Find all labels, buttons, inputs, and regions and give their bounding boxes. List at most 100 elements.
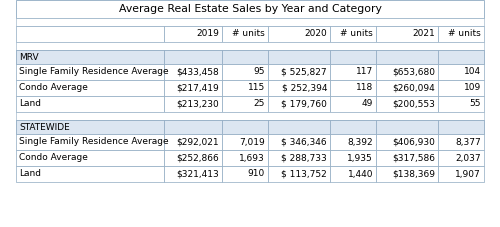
Bar bbox=[438, 120, 484, 134]
Text: Single Family Residence Average: Single Family Residence Average bbox=[19, 67, 169, 76]
Bar bbox=[164, 166, 222, 182]
Text: $ 113,752: $ 113,752 bbox=[281, 170, 327, 178]
Text: $217,419: $217,419 bbox=[176, 84, 219, 92]
Text: 1,935: 1,935 bbox=[347, 153, 373, 163]
Bar bbox=[164, 120, 222, 134]
Text: # units: # units bbox=[232, 30, 265, 39]
Text: 2019: 2019 bbox=[196, 30, 219, 39]
Text: 7,019: 7,019 bbox=[240, 138, 265, 146]
Bar bbox=[376, 80, 438, 96]
Text: Condo Average: Condo Average bbox=[19, 153, 88, 163]
Text: $ 179,760: $ 179,760 bbox=[281, 99, 327, 109]
Text: $ 346,346: $ 346,346 bbox=[282, 138, 327, 146]
Bar bbox=[438, 80, 484, 96]
Bar bbox=[16, 50, 164, 64]
Bar bbox=[438, 166, 484, 182]
Bar bbox=[16, 64, 164, 80]
Bar bbox=[330, 64, 376, 80]
Bar bbox=[222, 96, 268, 112]
Bar bbox=[164, 96, 222, 112]
Bar bbox=[438, 134, 484, 150]
Bar bbox=[164, 134, 222, 150]
Text: 55: 55 bbox=[470, 99, 481, 109]
Text: MRV: MRV bbox=[19, 52, 38, 62]
Text: Land: Land bbox=[19, 170, 41, 178]
Bar bbox=[222, 80, 268, 96]
Bar bbox=[16, 96, 164, 112]
Text: $213,230: $213,230 bbox=[176, 99, 219, 109]
Text: $292,021: $292,021 bbox=[176, 138, 219, 146]
Bar bbox=[222, 166, 268, 182]
Text: 118: 118 bbox=[356, 84, 373, 92]
Text: Condo Average: Condo Average bbox=[19, 84, 88, 92]
Text: 115: 115 bbox=[248, 84, 265, 92]
Text: $252,866: $252,866 bbox=[176, 153, 219, 163]
Text: 117: 117 bbox=[356, 67, 373, 76]
Bar bbox=[376, 150, 438, 166]
Text: $ 252,394: $ 252,394 bbox=[282, 84, 327, 92]
Bar bbox=[164, 50, 222, 64]
Bar bbox=[438, 50, 484, 64]
Text: 49: 49 bbox=[362, 99, 373, 109]
Text: $138,369: $138,369 bbox=[392, 170, 435, 178]
Bar bbox=[438, 96, 484, 112]
Text: 109: 109 bbox=[464, 84, 481, 92]
Text: $321,413: $321,413 bbox=[176, 170, 219, 178]
Bar bbox=[164, 64, 222, 80]
Bar bbox=[16, 18, 484, 26]
Text: 910: 910 bbox=[248, 170, 265, 178]
Text: Land: Land bbox=[19, 99, 41, 109]
Bar bbox=[268, 134, 330, 150]
Text: 1,907: 1,907 bbox=[455, 170, 481, 178]
Bar bbox=[330, 96, 376, 112]
Text: 95: 95 bbox=[254, 67, 265, 76]
Bar bbox=[376, 134, 438, 150]
Bar bbox=[222, 50, 268, 64]
Text: 1,693: 1,693 bbox=[240, 153, 265, 163]
Bar bbox=[164, 26, 222, 42]
Text: $406,930: $406,930 bbox=[392, 138, 435, 146]
Bar bbox=[222, 120, 268, 134]
Bar bbox=[268, 80, 330, 96]
Bar bbox=[330, 120, 376, 134]
Text: Single Family Residence Average: Single Family Residence Average bbox=[19, 138, 169, 146]
Bar bbox=[222, 150, 268, 166]
Bar bbox=[222, 64, 268, 80]
Bar bbox=[222, 134, 268, 150]
Bar bbox=[16, 120, 164, 134]
Bar bbox=[330, 134, 376, 150]
Bar bbox=[16, 120, 484, 134]
Text: STATEWIDE: STATEWIDE bbox=[19, 123, 70, 131]
Bar bbox=[16, 80, 164, 96]
Text: 2021: 2021 bbox=[412, 30, 435, 39]
Bar bbox=[268, 26, 330, 42]
Bar bbox=[330, 166, 376, 182]
Text: $317,586: $317,586 bbox=[392, 153, 435, 163]
Text: # units: # units bbox=[340, 30, 373, 39]
Text: 8,377: 8,377 bbox=[455, 138, 481, 146]
Bar bbox=[376, 120, 438, 134]
Bar bbox=[16, 150, 164, 166]
Bar bbox=[164, 150, 222, 166]
Bar bbox=[222, 26, 268, 42]
Text: $ 525,827: $ 525,827 bbox=[282, 67, 327, 76]
Text: 2,037: 2,037 bbox=[456, 153, 481, 163]
Bar bbox=[376, 50, 438, 64]
Text: $653,680: $653,680 bbox=[392, 67, 435, 76]
Bar bbox=[16, 26, 164, 42]
Text: 104: 104 bbox=[464, 67, 481, 76]
Bar bbox=[268, 64, 330, 80]
Bar bbox=[16, 134, 164, 150]
Text: $200,553: $200,553 bbox=[392, 99, 435, 109]
Bar bbox=[164, 80, 222, 96]
Bar bbox=[330, 80, 376, 96]
Bar bbox=[16, 50, 484, 64]
Bar bbox=[376, 96, 438, 112]
Bar bbox=[16, 112, 484, 120]
Bar bbox=[438, 64, 484, 80]
Bar bbox=[376, 64, 438, 80]
Text: # units: # units bbox=[448, 30, 481, 39]
Bar bbox=[376, 166, 438, 182]
Bar bbox=[268, 150, 330, 166]
Text: $ 288,733: $ 288,733 bbox=[281, 153, 327, 163]
